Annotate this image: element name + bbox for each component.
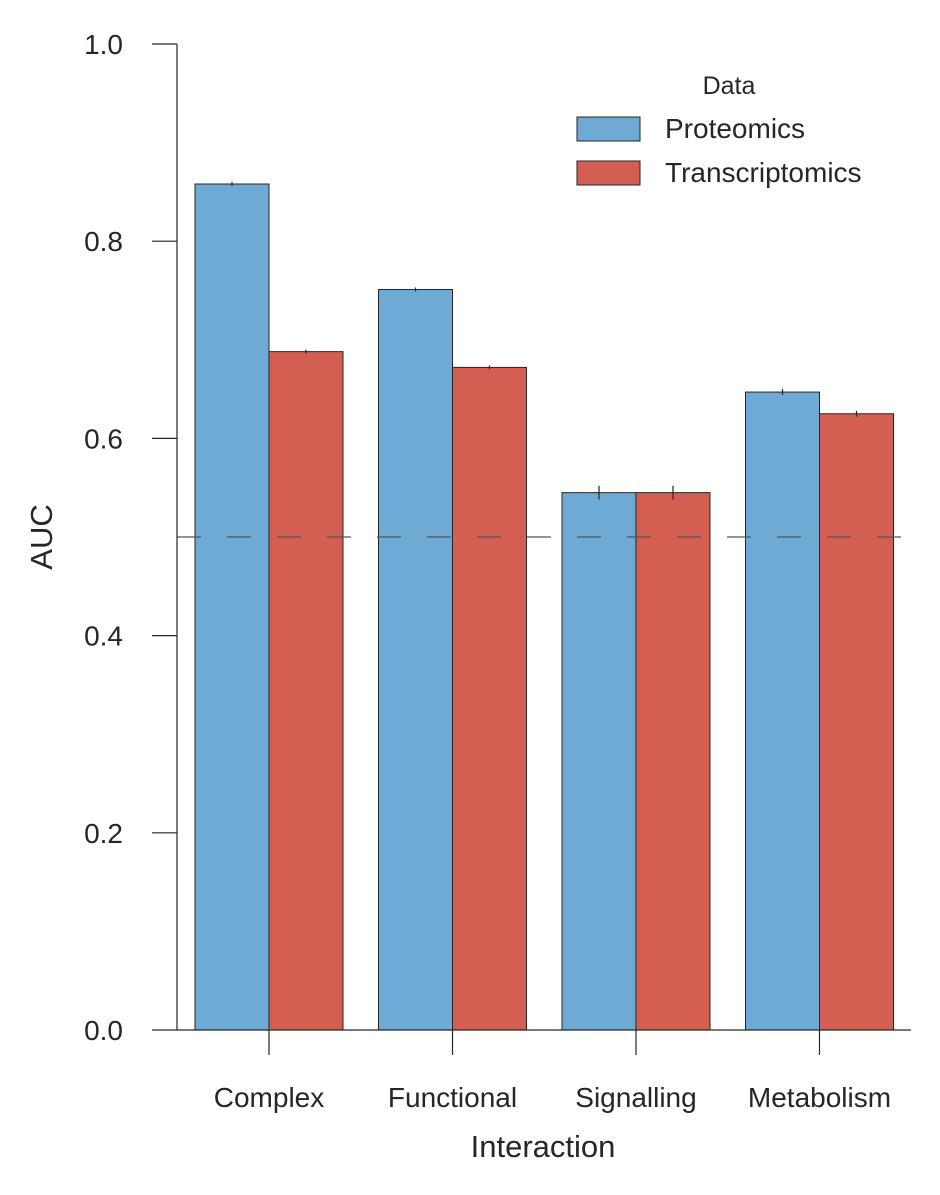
legend-label-transcriptomics: Transcriptomics (665, 157, 862, 188)
bar-signalling-proteomics (561, 492, 637, 1031)
x-tick-label-metabolism: Metabolism (748, 1082, 891, 1113)
y-tick-label: 0.4 (84, 621, 123, 652)
ticks-layer: 0.0 0.2 0.4 0.6 0.8 1.0 Complex Functional Signa… (84, 29, 891, 1113)
bar-complex-transcriptomics (268, 351, 344, 1031)
y-tick-label: 0.8 (84, 226, 123, 257)
axes-layer (176, 44, 911, 1031)
bar-metabolism-transcriptomics (819, 413, 894, 1031)
y-tick-label: 0.0 (84, 1015, 123, 1046)
bars-layer (194, 182, 894, 1031)
y-axis-title: AUC (24, 504, 59, 569)
x-tick-label-functional: Functional (388, 1082, 517, 1113)
legend-title: Data (703, 72, 756, 100)
bar-metabolism-proteomics (745, 391, 820, 1031)
bar-functional-transcriptomics (452, 366, 527, 1031)
y-tick-label: 0.6 (84, 423, 123, 454)
x-axis-title: Interaction (471, 1129, 616, 1164)
legend-swatch-transcriptomics (576, 160, 641, 186)
legend-label-proteomics: Proteomics (665, 113, 805, 144)
bar-functional-proteomics (378, 289, 453, 1031)
legend: Data Proteomics Transcriptomics (576, 72, 862, 188)
bar-signalling-transcriptomics (635, 492, 711, 1031)
bar-complex-proteomics (194, 183, 270, 1031)
legend-swatch-proteomics (576, 116, 641, 142)
y-tick-label: 0.2 (84, 818, 123, 849)
x-tick-label-complex: Complex (214, 1082, 324, 1113)
y-tick-label: 1.0 (84, 29, 123, 60)
x-tick-label-signalling: Signalling (575, 1082, 696, 1113)
